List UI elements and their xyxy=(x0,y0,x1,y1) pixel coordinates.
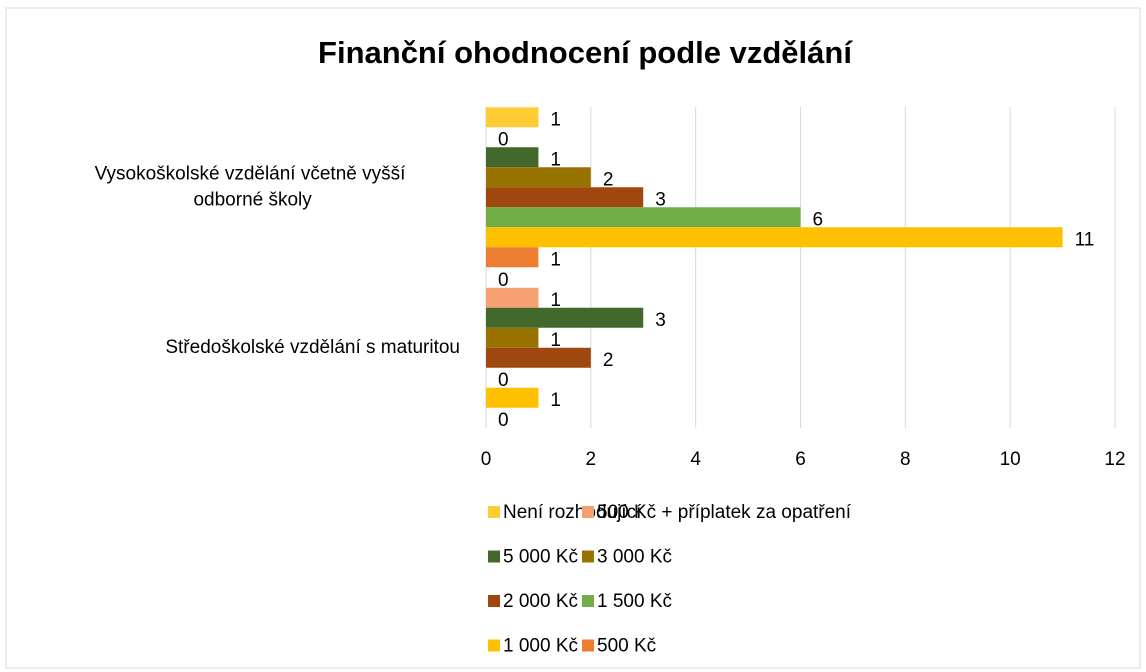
data-label: 6 xyxy=(813,209,824,230)
bar xyxy=(486,187,644,208)
legend-label: 3 000 Kč xyxy=(597,547,672,568)
data-label: 1 xyxy=(550,390,561,411)
x-tick-label: 8 xyxy=(900,449,911,470)
legend-swatch xyxy=(582,506,594,518)
legend-label: 2 000 Kč xyxy=(503,591,578,612)
y-tick-label: Středoškolské vzdělání s maturitou xyxy=(165,337,460,358)
legend-swatch xyxy=(582,595,594,607)
bar xyxy=(486,387,539,408)
data-label: 2 xyxy=(603,350,614,371)
bar xyxy=(486,207,801,228)
bar xyxy=(486,247,539,268)
data-label: 3 xyxy=(655,189,666,210)
x-tick-label: 4 xyxy=(690,449,701,470)
bar xyxy=(486,327,539,348)
bar xyxy=(486,107,539,128)
bar xyxy=(486,307,644,328)
data-label: 3 xyxy=(655,310,666,331)
data-label: 1 xyxy=(550,249,561,270)
x-tick-label: 12 xyxy=(1104,449,1125,470)
legend-label: 500 Kč + příplatek za opatření xyxy=(597,502,852,523)
legend-label: 1 500 Kč xyxy=(597,591,672,612)
bar xyxy=(486,347,591,368)
data-label: 0 xyxy=(498,370,509,391)
legend-swatch xyxy=(488,639,500,652)
chart-title: Finanční ohodnocení podle vzdělání xyxy=(318,35,853,70)
data-label: 1 xyxy=(550,330,561,351)
legend-label: 500 Kč xyxy=(597,636,656,657)
x-tick-label: 10 xyxy=(1000,449,1021,470)
bar xyxy=(486,147,539,168)
bar xyxy=(486,287,539,308)
chart-frame xyxy=(5,7,1141,669)
data-label: 1 xyxy=(550,290,561,311)
legend-label: Není rozhodující xyxy=(503,502,642,523)
data-label: 1 xyxy=(550,109,561,130)
bar xyxy=(486,227,1063,248)
legend-swatch xyxy=(488,550,500,563)
data-label: 11 xyxy=(1075,229,1095,250)
data-label: 1 xyxy=(550,149,561,170)
data-label: 0 xyxy=(498,129,509,150)
legend-swatch xyxy=(488,506,500,518)
legend-swatch xyxy=(582,550,594,563)
data-label: 2 xyxy=(603,169,614,190)
legend-label: 5 000 Kč xyxy=(503,547,578,568)
bar xyxy=(486,167,591,188)
data-label: 0 xyxy=(498,410,509,431)
legend-swatch xyxy=(488,595,500,607)
x-tick-label: 6 xyxy=(795,449,806,470)
y-tick-label: Vysokoškolské vzdělání včetně vyšší odbo… xyxy=(95,163,407,210)
data-label: 0 xyxy=(498,270,509,291)
legend-label: 1 000 Kč xyxy=(503,636,578,657)
legend-swatch xyxy=(582,639,594,652)
x-tick-label: 0 xyxy=(481,449,492,470)
x-tick-label: 2 xyxy=(586,449,597,470)
